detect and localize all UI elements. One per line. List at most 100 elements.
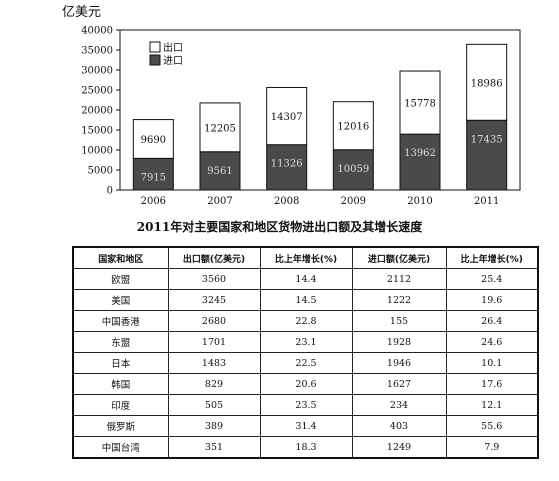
table-header-row: 国家和地区 出口额(亿美元) 比上年增长(%) 进口额(亿美元) 比上年增长(%… bbox=[72, 246, 539, 269]
y-tick-label: 30000 bbox=[81, 66, 113, 77]
legend-swatch-export bbox=[149, 41, 161, 53]
cell-import: 1249 bbox=[351, 436, 447, 459]
bar-export bbox=[466, 43, 508, 121]
cell-export: 1483 bbox=[167, 352, 261, 374]
y-tick-label: 25000 bbox=[81, 86, 113, 97]
data-label-import: 7915 bbox=[141, 172, 166, 183]
bar-import bbox=[199, 151, 241, 191]
bar-export bbox=[332, 101, 374, 151]
cell-export: 3245 bbox=[167, 289, 261, 311]
cell-export: 3560 bbox=[167, 268, 261, 290]
data-label-export: 12016 bbox=[337, 122, 369, 133]
cell-import-growth: 10.1 bbox=[445, 352, 539, 374]
header-import: 进口额(亿美元) bbox=[351, 246, 447, 269]
x-tick-label: 2006 bbox=[141, 196, 166, 207]
cell-import: 403 bbox=[351, 415, 447, 437]
cell-region: 中国台湾 bbox=[72, 436, 169, 459]
header-export-growth: 比上年增长(%) bbox=[259, 246, 353, 269]
y-tick-label: 0 bbox=[107, 186, 113, 197]
header-import-growth: 比上年增长(%) bbox=[445, 246, 539, 269]
trade-table: 国家和地区 出口额(亿美元) 比上年增长(%) 进口额(亿美元) 比上年增长(%… bbox=[72, 246, 539, 459]
data-label-export: 12205 bbox=[204, 123, 236, 134]
table-row: 美国 3245 14.5 1222 19.6 bbox=[72, 289, 539, 311]
cell-export: 351 bbox=[167, 436, 261, 459]
table-title: 2011年对主要国家和地区货物进出口额及其增长速度 bbox=[136, 220, 423, 234]
cell-export: 2680 bbox=[167, 310, 261, 332]
y-tick-label: 15000 bbox=[81, 126, 113, 137]
cell-region: 中国香港 bbox=[72, 310, 169, 332]
y-axis-unit: 亿美元 bbox=[62, 5, 101, 20]
bar-import bbox=[132, 157, 174, 191]
cell-region: 印度 bbox=[72, 394, 169, 416]
data-label-import: 11326 bbox=[271, 159, 303, 170]
y-tick-label: 35000 bbox=[81, 46, 113, 57]
table-row: 东盟 1701 23.1 1928 24.6 bbox=[72, 331, 539, 353]
bar-import bbox=[466, 119, 508, 191]
y-tick-label: 40000 bbox=[81, 26, 113, 37]
table-row: 中国香港 2680 22.8 155 26.4 bbox=[72, 310, 539, 332]
cell-export-growth: 14.5 bbox=[259, 289, 353, 311]
bar-export bbox=[199, 102, 241, 153]
cell-import-growth: 25.4 bbox=[445, 268, 539, 290]
cell-export-growth: 22.5 bbox=[259, 352, 353, 374]
legend-swatch-import bbox=[149, 54, 161, 66]
cell-export: 505 bbox=[167, 394, 261, 416]
chart-axes: 0 5000 10000 15000 20000 25000 30000 35000 40000… bbox=[81, 26, 521, 207]
header-region: 国家和地区 bbox=[72, 246, 169, 269]
cell-import-growth: 26.4 bbox=[445, 310, 539, 332]
table-row: 中国台湾 351 18.3 1249 7.9 bbox=[72, 436, 539, 459]
cell-import: 2112 bbox=[351, 268, 447, 290]
data-label-import: 10059 bbox=[337, 164, 369, 175]
legend-label-import: 进口 bbox=[163, 55, 183, 67]
x-tick-label: 2011 bbox=[474, 196, 499, 207]
cell-export: 1701 bbox=[167, 331, 261, 353]
cell-export-growth: 22.8 bbox=[259, 310, 353, 332]
data-label-export: 15778 bbox=[404, 99, 436, 110]
table-row: 印度 505 23.5 234 12.1 bbox=[72, 394, 539, 416]
bar-export bbox=[266, 86, 308, 146]
cell-region: 东盟 bbox=[72, 331, 169, 353]
cell-region: 俄罗斯 bbox=[72, 415, 169, 437]
data-label-export: 9690 bbox=[141, 135, 166, 146]
x-tick-label: 2010 bbox=[407, 196, 432, 207]
cell-import-growth: 12.1 bbox=[445, 394, 539, 416]
cell-export-growth: 23.5 bbox=[259, 394, 353, 416]
cell-export: 829 bbox=[167, 373, 261, 395]
x-tick-label: 2008 bbox=[274, 196, 299, 207]
header-export: 出口额(亿美元) bbox=[167, 246, 261, 269]
stacked-bar-chart: 亿美元 0 5000 10000 15000 20000 25000 30000 35000 4… bbox=[62, 5, 521, 207]
cell-import-growth: 55.6 bbox=[445, 415, 539, 437]
cell-export-growth: 31.4 bbox=[259, 415, 353, 437]
legend-label-export: 出口 bbox=[163, 41, 183, 54]
cell-export-growth: 14.4 bbox=[259, 268, 353, 290]
cell-export: 389 bbox=[167, 415, 261, 437]
table-row: 韩国 829 20.6 1627 17.6 bbox=[72, 373, 539, 395]
y-tick-label: 5000 bbox=[88, 166, 113, 177]
cell-region: 日本 bbox=[72, 352, 169, 374]
bar-export bbox=[399, 70, 441, 135]
data-label-export: 14307 bbox=[271, 112, 303, 123]
bar-import bbox=[399, 133, 441, 191]
cell-region: 韩国 bbox=[72, 373, 169, 395]
data-label-import: 9561 bbox=[207, 166, 232, 177]
x-tick-label: 2009 bbox=[341, 196, 366, 207]
bars: 9690 7915 12205 9561 14307 11326 12016 10059 157… bbox=[132, 43, 508, 191]
cell-import-growth: 17.6 bbox=[445, 373, 539, 395]
cell-import-growth: 19.6 bbox=[445, 289, 539, 311]
data-label-import: 13962 bbox=[404, 148, 436, 159]
cell-export-growth: 18.3 bbox=[259, 436, 353, 459]
table-row: 俄罗斯 389 31.4 403 55.6 bbox=[72, 415, 539, 437]
cell-region: 欧盟 bbox=[72, 268, 169, 290]
bar-export bbox=[132, 119, 174, 159]
cell-import-growth: 7.9 bbox=[445, 436, 539, 459]
plot-frame bbox=[119, 29, 521, 191]
table-row: 日本 1483 22.5 1946 10.1 bbox=[72, 352, 539, 374]
cell-import-growth: 24.6 bbox=[445, 331, 539, 353]
cell-import: 1222 bbox=[351, 289, 447, 311]
x-tick-label: 2007 bbox=[207, 196, 232, 207]
cell-import: 1946 bbox=[351, 352, 447, 374]
data-label-import: 17435 bbox=[471, 134, 503, 145]
legend: 出口 进口 bbox=[149, 41, 183, 67]
data-label-export: 18986 bbox=[471, 78, 503, 89]
y-tick-label: 10000 bbox=[81, 146, 113, 157]
